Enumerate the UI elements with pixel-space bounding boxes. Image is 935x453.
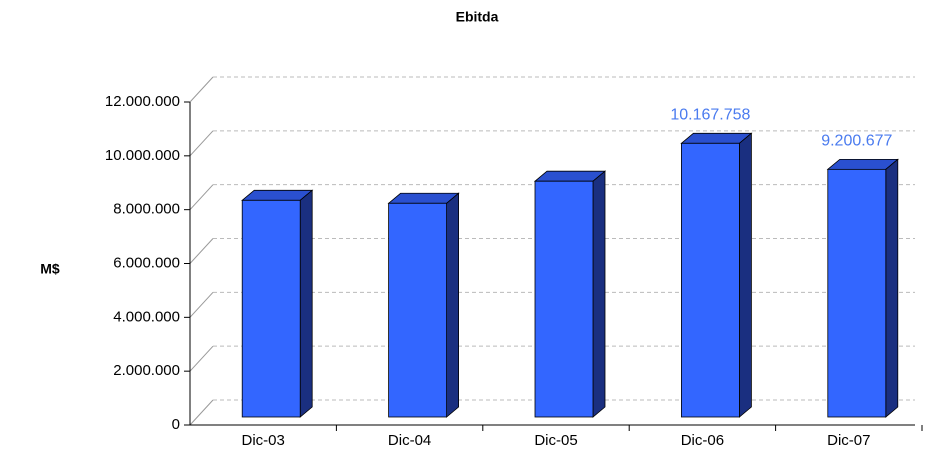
grid-depth (189, 76, 214, 103)
y-tick-label: 8.000.000 (113, 201, 180, 218)
x-tick-label: Dic-05 (534, 432, 577, 449)
x-tick-label: Dic-04 (388, 432, 431, 449)
y-tick-label: 2.000.000 (113, 362, 180, 379)
bar-side (299, 189, 313, 418)
grid-depth (189, 184, 214, 211)
grid-depth (189, 399, 214, 426)
y-tick-label: 6.000.000 (113, 254, 180, 271)
y-axis-label: M$ (40, 261, 60, 277)
grid-depth (189, 345, 214, 372)
y-tick-label: 0 (172, 416, 180, 433)
bar-side (739, 132, 752, 418)
chart-title: Ebitda (456, 9, 499, 25)
y-tick-label: 10.000.000 (105, 147, 180, 164)
value-label: 10.167.758 (670, 107, 750, 124)
y-tick-label: 4.000.000 (113, 308, 180, 325)
bar-side (885, 158, 899, 418)
bar (827, 168, 887, 418)
grid-depth (189, 130, 214, 157)
bar-side (592, 170, 606, 418)
bar-side (446, 192, 460, 418)
value-label: 9.200.677 (821, 133, 892, 150)
bar (534, 180, 594, 418)
bar (681, 142, 740, 418)
x-tick-label: Dic-03 (242, 432, 285, 449)
grid-depth (189, 238, 214, 264)
bar (241, 199, 301, 418)
grid-depth (189, 291, 214, 318)
x-tick-label: Dic-06 (681, 432, 724, 449)
x-tick-label: Dic-07 (827, 432, 870, 449)
bar (388, 202, 448, 418)
y-tick-label: 12.000.000 (105, 93, 180, 110)
